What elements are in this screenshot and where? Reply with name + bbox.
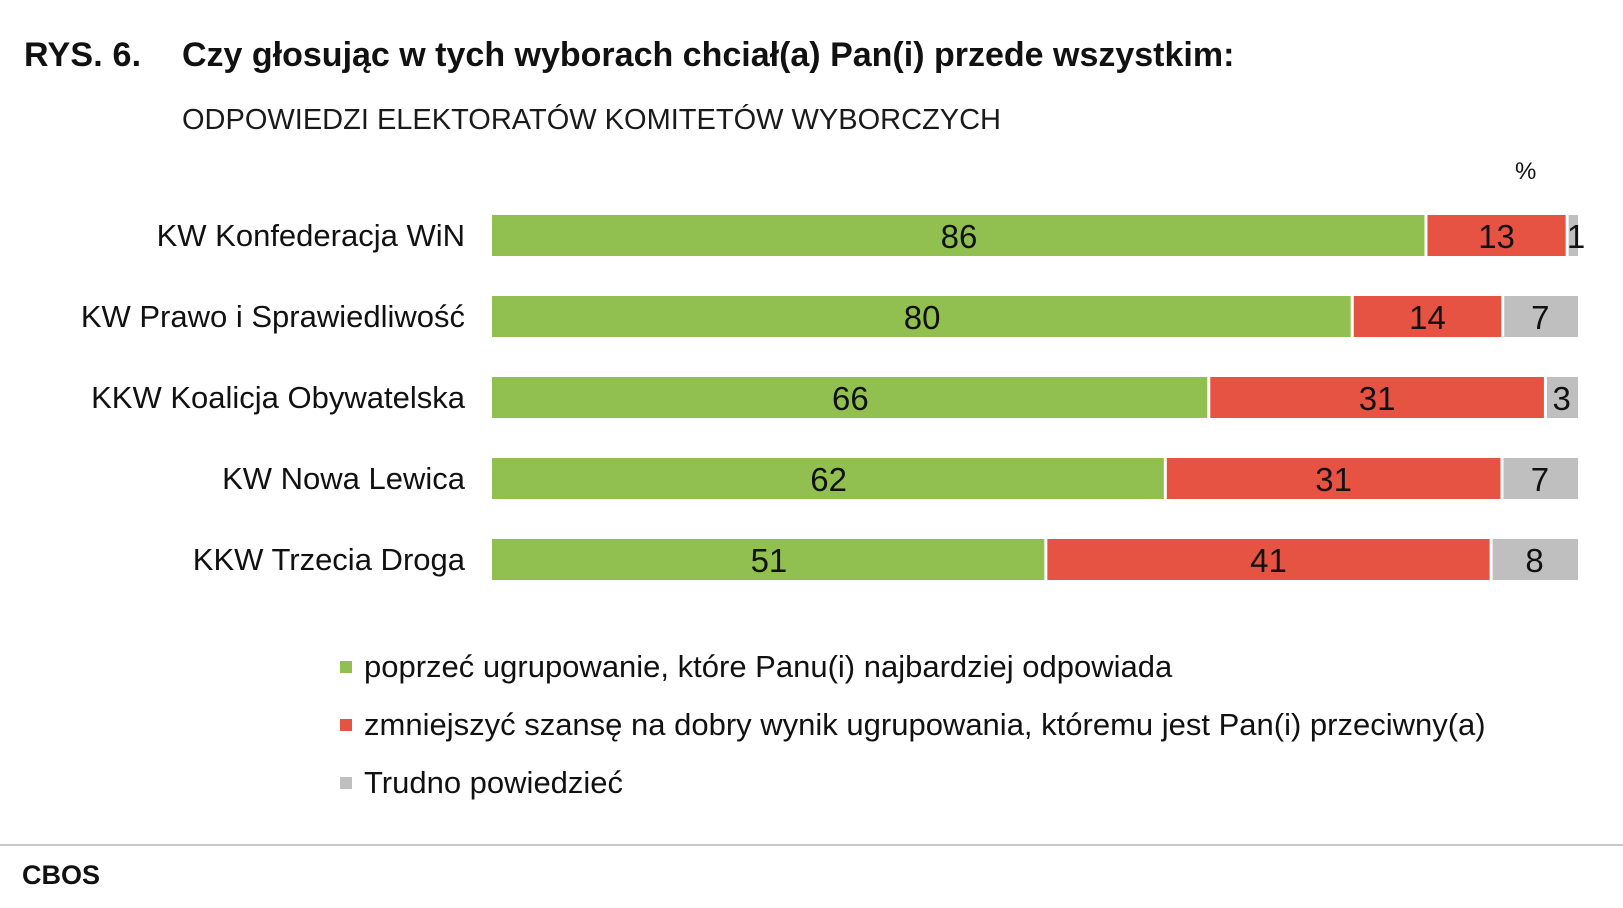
legend-label-support: poprzeć ugrupowanie, które Panu(i) najba…	[364, 649, 1173, 684]
category-label: KW Prawo i Sprawiedliwość	[81, 299, 465, 334]
data-label-support: 86	[941, 218, 978, 255]
bar-segment-hard-to-say	[1492, 539, 1578, 580]
data-label-oppose: 31	[1315, 461, 1352, 498]
data-label-support: 51	[751, 542, 788, 579]
footer-divider	[0, 844, 1623, 846]
legend-item-hard-to-say: Trudno powiedzieć	[340, 754, 1486, 812]
bar-segment-hard-to-say	[1503, 458, 1578, 499]
bar-segment-oppose	[1353, 296, 1502, 337]
bar-segment-support	[492, 296, 1351, 337]
bar-segment-oppose	[1210, 377, 1544, 418]
bar-segment-oppose	[1047, 539, 1490, 580]
data-label-support: 80	[904, 299, 941, 336]
data-label-support: 62	[810, 461, 847, 498]
category-label: KKW Koalicja Obywatelska	[91, 380, 466, 415]
data-label-hard-to-say: 7	[1531, 299, 1549, 336]
data-label-oppose: 14	[1409, 299, 1446, 336]
legend-swatch-hard-to-say	[340, 777, 352, 789]
legend-swatch-oppose	[340, 719, 352, 731]
bar-segment-support	[492, 215, 1425, 256]
source-label: CBOS	[22, 860, 101, 890]
chart-title: Czy głosując w tych wyborach chciał(a) P…	[182, 36, 1235, 74]
category-label: KW Nowa Lewica	[222, 461, 466, 496]
category-label: KW Konfederacja WiN	[157, 218, 465, 253]
data-label-hard-to-say: 1	[1567, 218, 1585, 255]
bar-segment-support	[492, 458, 1164, 499]
category-label: KKW Trzecia Droga	[193, 542, 466, 577]
data-label-oppose: 41	[1250, 542, 1287, 579]
data-label-oppose: 31	[1359, 380, 1396, 417]
legend-label-hard-to-say: Trudno powiedzieć	[364, 765, 624, 800]
data-label-support: 66	[832, 380, 869, 417]
legend-swatch-support	[340, 661, 352, 673]
unit-label: %	[1515, 158, 1537, 185]
data-label-oppose: 13	[1478, 218, 1515, 255]
chart-legend: poprzeć ugrupowanie, które Panu(i) najba…	[340, 638, 1486, 812]
bar-segment-support	[492, 539, 1045, 580]
bar-segment-hard-to-say	[1504, 296, 1578, 337]
bar-segment-oppose	[1166, 458, 1501, 499]
legend-label-oppose: zmniejszyć szansę na dobry wynik ugrupow…	[364, 707, 1486, 742]
data-label-hard-to-say: 8	[1525, 542, 1543, 579]
data-label-hard-to-say: 3	[1553, 380, 1571, 417]
figure-label: RYS. 6.	[24, 36, 142, 74]
bar-segment-oppose	[1427, 215, 1566, 256]
data-label-hard-to-say: 7	[1531, 461, 1549, 498]
bar-segment-support	[492, 377, 1208, 418]
stacked-bar-chart: KW Konfederacja WiN 86 13 1KW Prawo i Spraw…	[81, 215, 1585, 580]
chart-subtitle: ODPOWIEDZI ELEKTORATÓW KOMITETÓW WYBORCZ…	[182, 104, 1001, 136]
bar-segment-hard-to-say	[1568, 215, 1578, 256]
bar-segment-hard-to-say	[1546, 377, 1578, 418]
legend-item-oppose: zmniejszyć szansę na dobry wynik ugrupow…	[340, 696, 1486, 754]
legend-item-support: poprzeć ugrupowanie, które Panu(i) najba…	[340, 638, 1486, 696]
